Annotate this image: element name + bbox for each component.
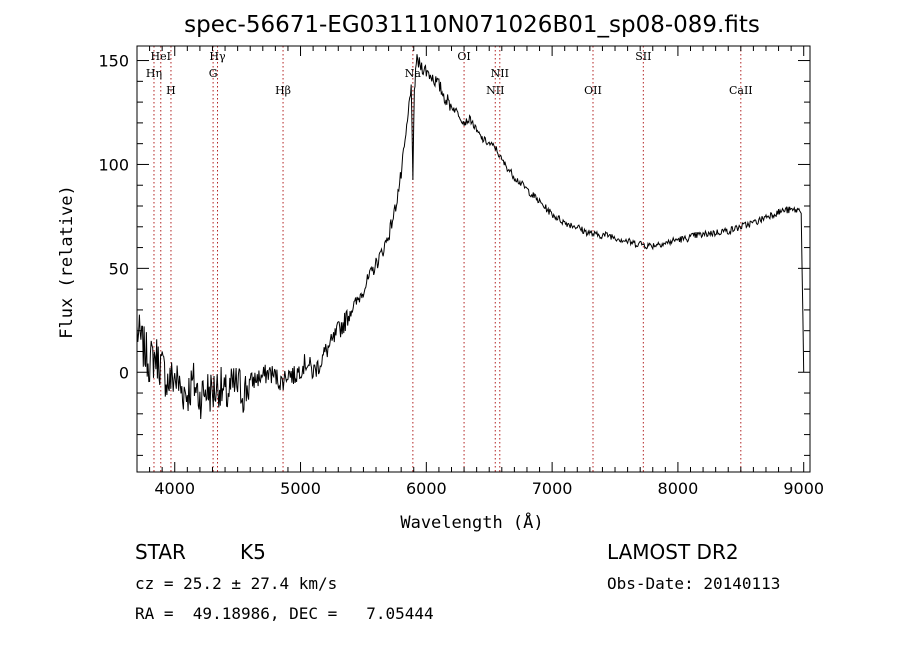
spectrum-chart: spec-56671-EG031110N071026B01_sp08-089.f…: [57, 12, 824, 533]
line-label-3: Hγ: [209, 50, 226, 63]
y-tick-label-0: 0: [119, 363, 129, 382]
coordinates: RA = 49.18986, DEC = 7.05444: [135, 604, 434, 623]
object-subclass: K5: [240, 540, 266, 564]
plot-axes: 4000 5000 6000 7000 8000 9000 0 50 100 150: [98, 45, 824, 498]
y-tick-label-2: 100: [98, 155, 129, 174]
object-class: STAR: [135, 540, 186, 564]
line-label-9: NII: [491, 67, 509, 80]
x-tick-label-4: 8000: [658, 479, 699, 498]
line-label-12: CaII: [729, 84, 753, 97]
x-axis-label: Wavelength (Å): [400, 511, 543, 533]
line-label-0: Hη: [146, 67, 162, 80]
x-tick-label-1: 5000: [280, 479, 321, 498]
x-tick-label-3: 7000: [532, 479, 573, 498]
y-axis-label: Flux (relative): [57, 185, 77, 339]
y-tick-label-3: 150: [98, 52, 129, 71]
x-tick-label-5: 9000: [783, 479, 824, 498]
plot-frame: [136, 45, 811, 473]
spectral-line-markers: [153, 46, 742, 472]
redshift-text: cz = 25.2 ± 27.4 km/s: [135, 574, 338, 593]
line-label-1: HeI: [151, 50, 171, 63]
line-label-10: OII: [584, 84, 602, 97]
y-tick-label-1: 50: [109, 259, 129, 278]
flux-spectrum-line: [136, 54, 805, 420]
chart-title: spec-56671-EG031110N071026B01_sp08-089.f…: [184, 12, 760, 38]
x-tick-label-0: 4000: [154, 479, 195, 498]
line-label-8: NII: [486, 84, 504, 97]
spectral-line-labels: Hη HeI H Hγ G Hβ Na OI NII NII OII SII CaII: [146, 50, 753, 97]
line-label-6: Na: [405, 67, 422, 80]
obs-date: Obs-Date: 20140113: [607, 574, 781, 593]
line-label-4: G: [209, 67, 218, 80]
x-tick-label-2: 6000: [406, 479, 447, 498]
line-label-2: H: [166, 84, 176, 97]
line-label-5: Hβ: [275, 84, 291, 97]
line-label-7: OI: [457, 50, 470, 63]
line-label-11: SII: [635, 50, 651, 63]
survey-name: LAMOST DR2: [607, 540, 739, 564]
